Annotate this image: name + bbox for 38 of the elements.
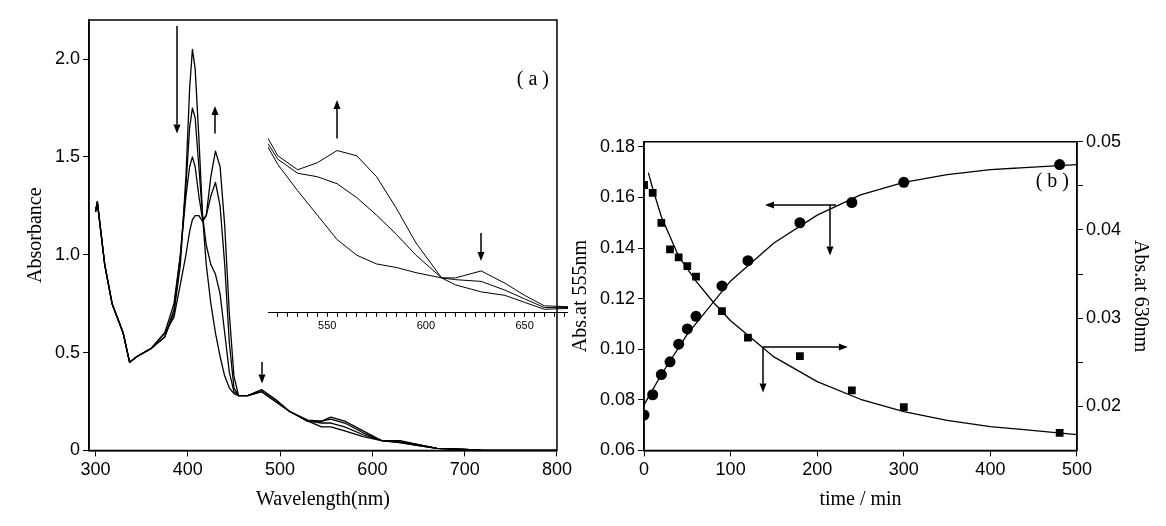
y-tick-label: 0.5 — [54, 341, 81, 362]
y-tick-label: 2.0 — [54, 48, 81, 69]
x-tick-label: 500 — [265, 459, 296, 480]
annotation: ( b ) — [1035, 169, 1069, 193]
x-tick-label: 400 — [975, 459, 1006, 480]
x-tick-label: 600 — [416, 319, 436, 332]
y2-tick-label: 0.04 — [1085, 218, 1122, 239]
x-axis-title: time / min — [819, 487, 902, 510]
x-tick-label: 600 — [357, 459, 388, 480]
x-tick-label: 200 — [802, 459, 833, 480]
y-tick-label: 0.06 — [599, 439, 636, 460]
y-tick-label: 0 — [70, 439, 81, 460]
y-tick-label: 0.10 — [599, 338, 636, 359]
y2-tick-label: 0.03 — [1085, 307, 1122, 328]
x-tick-label: 700 — [449, 459, 480, 480]
y-tick-label: 0.16 — [599, 186, 636, 207]
y-tick-label: 0.18 — [599, 135, 636, 156]
x-tick-label: 400 — [172, 459, 203, 480]
x-axis-title: Wavelength(nm) — [256, 487, 390, 511]
x-tick-label: 650 — [515, 319, 534, 332]
x-tick-label: 550 — [318, 319, 337, 332]
y-axis-title: Absorbance — [23, 187, 46, 283]
x-tick-label: 500 — [1061, 459, 1092, 480]
x-tick-label: 800 — [541, 459, 573, 480]
y-tick-label: 0.14 — [599, 237, 636, 258]
x-tick-label: 100 — [715, 459, 746, 480]
x-tick-label: 300 — [80, 459, 111, 480]
y-tick-label: 0.08 — [599, 388, 636, 409]
y2-tick-label: 0.05 — [1085, 130, 1122, 151]
annotation: ( a ) — [516, 67, 549, 91]
y-tick-label: 1.0 — [54, 243, 81, 264]
y2-tick-label: 0.02 — [1085, 395, 1122, 416]
y2-axis-title: Abs.at 630nm — [1130, 239, 1153, 353]
y-tick-label: 0.12 — [599, 287, 636, 308]
x-tick-label: 0 — [639, 459, 650, 480]
x-tick-label: 300 — [888, 459, 919, 480]
y-tick-label: 1.5 — [54, 145, 81, 166]
y-axis-title: Abs.at 555nm — [568, 239, 591, 353]
